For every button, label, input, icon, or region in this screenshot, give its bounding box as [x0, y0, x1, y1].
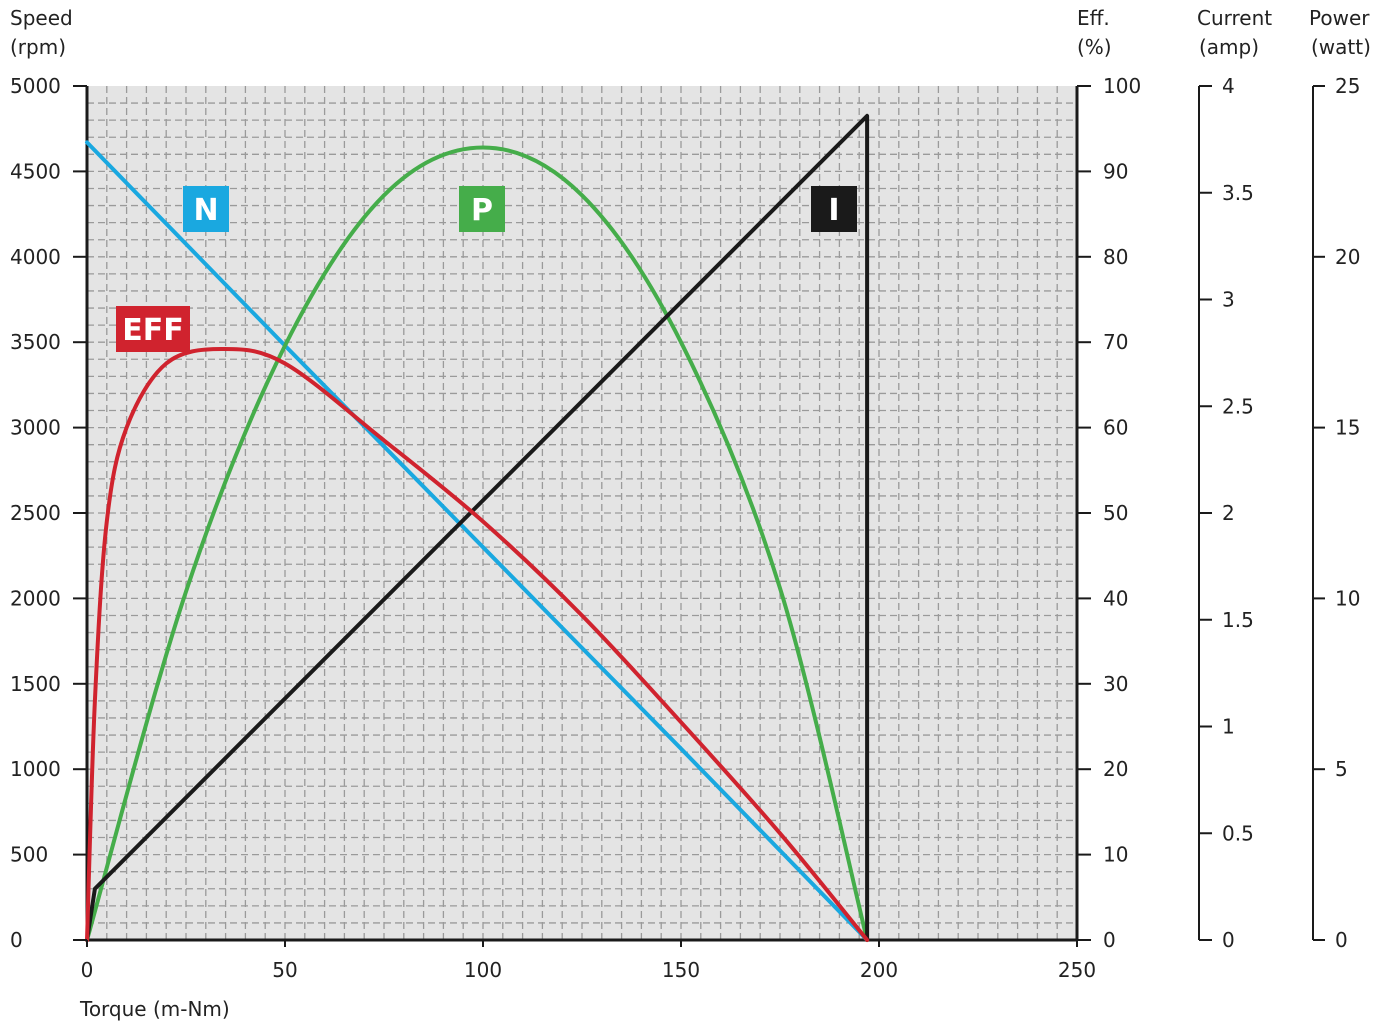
power-tick-label: 0 — [1335, 928, 1348, 952]
series-eff-tag — [116, 306, 190, 352]
efficiency-tick-label: 60 — [1103, 416, 1128, 440]
speed-tick-label: 2000 — [10, 586, 61, 610]
series-i-tag — [811, 186, 857, 232]
series-n-tag-label: N — [193, 193, 218, 228]
power-tick-label: 5 — [1335, 757, 1348, 781]
power-tick-label: 20 — [1335, 245, 1360, 269]
series-p-tag — [459, 186, 505, 232]
power-tick-label: 25 — [1335, 74, 1360, 98]
x-tick-label: 0 — [81, 958, 94, 982]
series-p-line — [85, 145, 870, 942]
speed-tick-label: 1500 — [10, 672, 61, 696]
speed-axis-title-line2: (rpm) — [10, 35, 66, 59]
power-tick-label: 15 — [1335, 416, 1360, 440]
current-tick-label: 1.5 — [1222, 608, 1254, 632]
speed-tick-label: 4500 — [10, 159, 61, 183]
series-i-tag-label: I — [828, 193, 839, 228]
current-tick-label: 0 — [1222, 928, 1235, 952]
efficiency-tick-label: 30 — [1103, 672, 1128, 696]
efficiency-axis-title-line2: (%) — [1077, 35, 1112, 59]
series-eff-line — [85, 346, 870, 942]
current-tick-label: 3 — [1222, 288, 1235, 312]
series-eff-tag-label: EFF — [122, 313, 183, 348]
power-tick-label: 10 — [1335, 586, 1360, 610]
series-i-line — [85, 113, 870, 942]
speed-tick-label: 500 — [10, 843, 48, 867]
efficiency-tick-label: 80 — [1103, 245, 1128, 269]
current-tick-label: 2.5 — [1222, 394, 1254, 418]
current-tick-label: 4 — [1222, 74, 1235, 98]
x-tick-label: 250 — [1058, 958, 1096, 982]
efficiency-axis-title-line1: Eff. — [1077, 6, 1110, 30]
efficiency-tick-label: 20 — [1103, 757, 1128, 781]
current-axis-title-line1: Current — [1197, 6, 1272, 30]
x-tick-label: 50 — [272, 958, 297, 982]
current-tick-label: 1 — [1222, 715, 1235, 739]
x-tick-label: 100 — [464, 958, 502, 982]
current-tick-label: 3.5 — [1222, 181, 1254, 205]
efficiency-tick-label: 100 — [1103, 74, 1141, 98]
speed-tick-label: 5000 — [10, 74, 61, 98]
x-tick-label: 200 — [860, 958, 898, 982]
current-tick-label: 2 — [1222, 501, 1235, 525]
power-axis-title-line1: Power — [1309, 6, 1370, 30]
series-p-tag-label: P — [471, 193, 493, 228]
efficiency-tick-label: 90 — [1103, 159, 1128, 183]
current-tick-label: 0.5 — [1222, 821, 1254, 845]
axes: 0 50 100 150 200 2500500100015002000250030003… — [10, 74, 1360, 982]
power-axis-title-line2: (watt) — [1311, 35, 1371, 59]
efficiency-tick-label: 50 — [1103, 501, 1128, 525]
efficiency-tick-label: 0 — [1103, 928, 1116, 952]
series-layer — [85, 113, 870, 942]
speed-tick-label: 3500 — [10, 330, 61, 354]
speed-tick-label: 2500 — [10, 501, 61, 525]
speed-tick-label: 3000 — [10, 416, 61, 440]
efficiency-tick-label: 40 — [1103, 586, 1128, 610]
speed-tick-label: 0 — [10, 928, 23, 952]
speed-tick-label: 1000 — [10, 757, 61, 781]
series-n-tag — [183, 186, 229, 232]
series-labels: N P I EFF — [116, 186, 857, 352]
speed-axis-title-line1: Speed — [10, 6, 73, 30]
efficiency-tick-label: 10 — [1103, 843, 1128, 867]
x-axis-title: Torque (m-Nm) — [79, 997, 230, 1021]
series-n-line — [85, 140, 870, 942]
efficiency-tick-label: 70 — [1103, 330, 1128, 354]
current-axis-title-line2: (amp) — [1199, 35, 1259, 59]
grid — [87, 86, 1077, 940]
x-tick-label: 150 — [662, 958, 700, 982]
speed-tick-label: 4000 — [10, 245, 61, 269]
